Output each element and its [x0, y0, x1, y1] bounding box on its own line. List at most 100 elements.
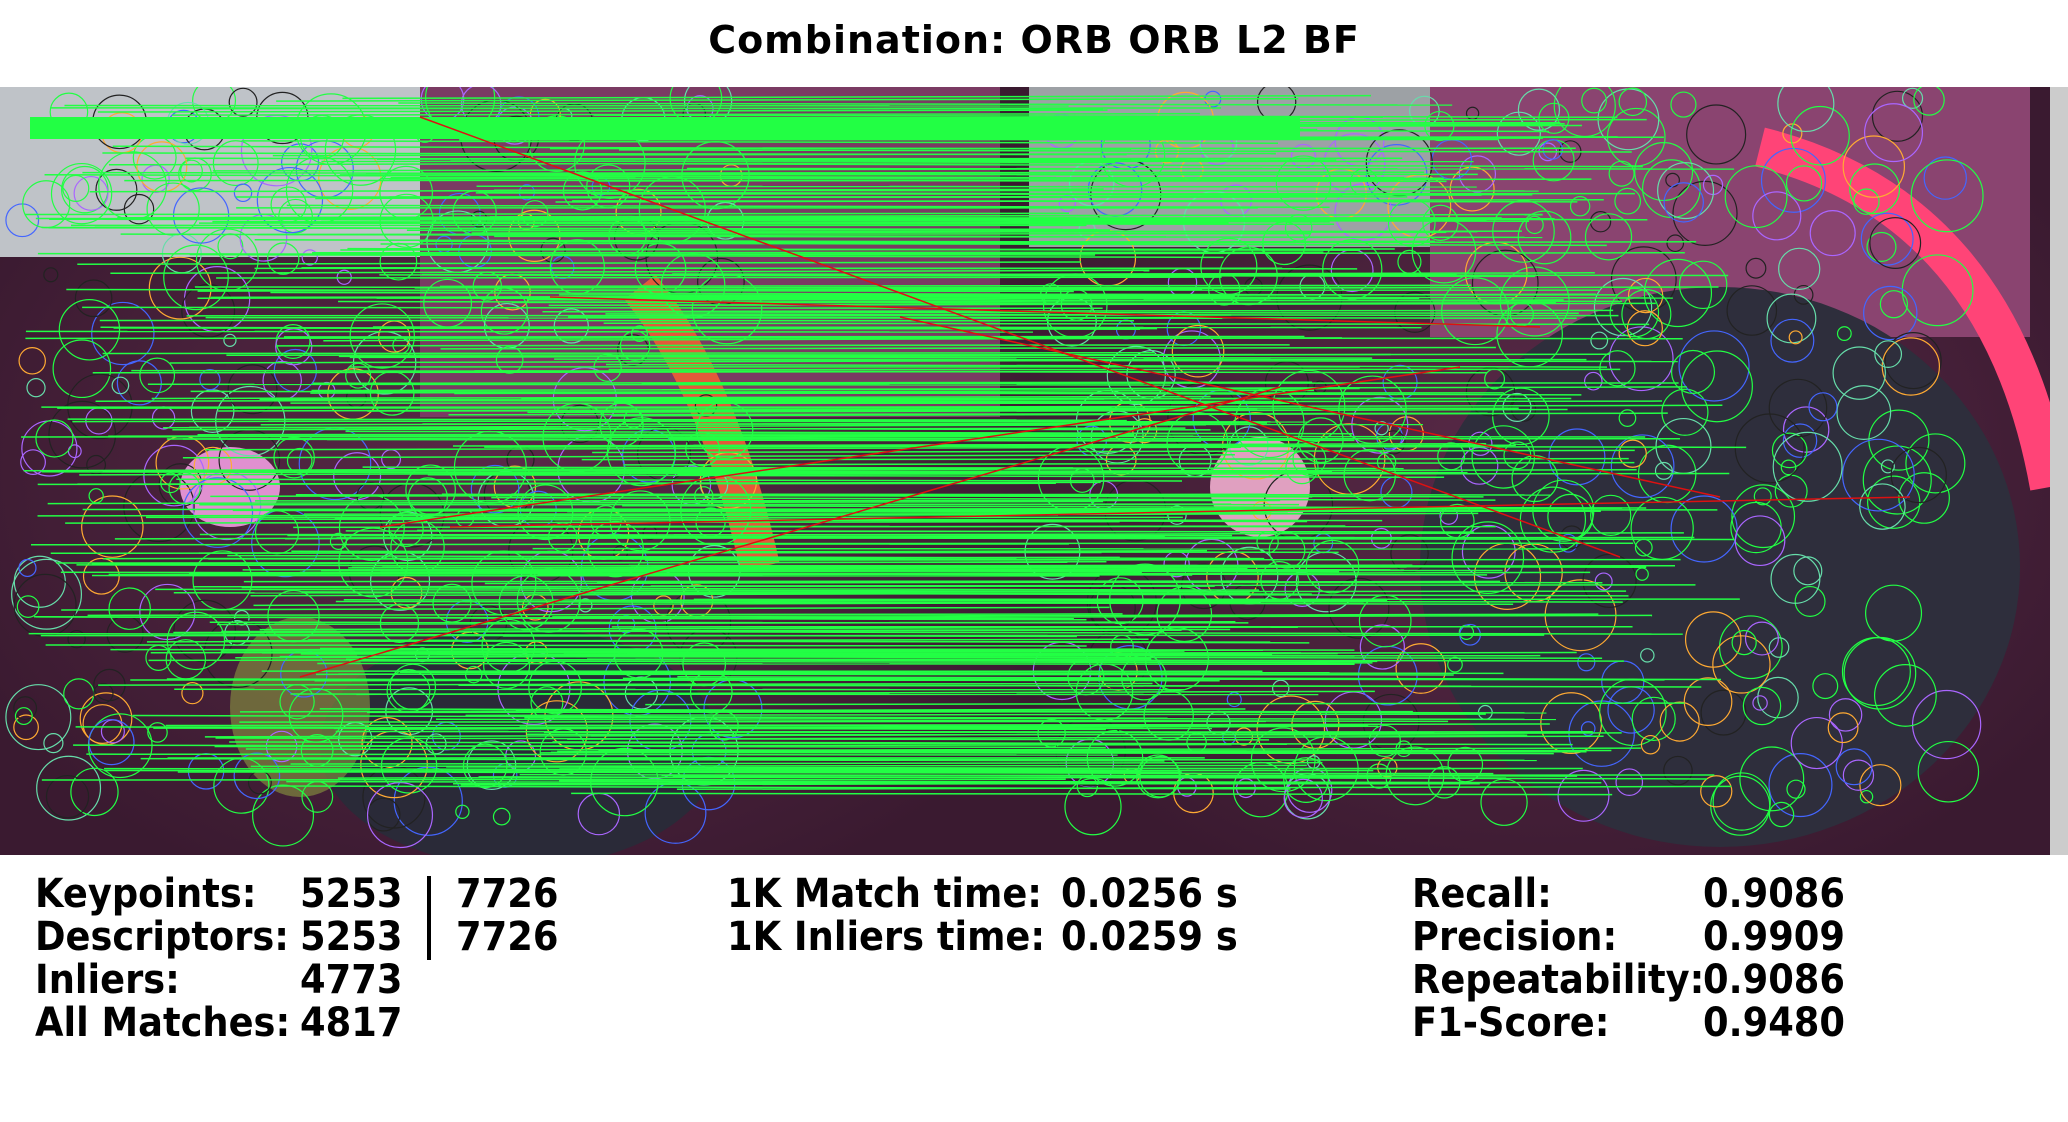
outlier-line: [549, 296, 1541, 328]
keypoint-circle: [1913, 87, 1945, 116]
keypoint-circle: [139, 357, 176, 394]
keypoint-circle: [366, 782, 434, 849]
match-line: [323, 337, 1342, 342]
match-line: [242, 567, 1248, 571]
match-line: [260, 422, 1268, 426]
match-line: [182, 454, 1235, 459]
keypoint-circle: [578, 598, 593, 613]
keypoint-circle: [1768, 637, 1790, 658]
match-line: [286, 204, 1330, 209]
match-line: [23, 467, 1074, 472]
stat-label: 1K Inliers time:: [727, 914, 1046, 960]
match-line: [587, 178, 1592, 182]
keypoint-circle: [1874, 340, 1903, 368]
keypoint-circle: [1272, 679, 1290, 698]
keypoint-circle: [1519, 486, 1587, 553]
match-line: [333, 724, 1369, 730]
keypoint-circle: [1581, 87, 1607, 114]
keypoint-circle: [1835, 748, 1873, 786]
match-line: [216, 276, 1222, 279]
match-line: [67, 418, 1108, 421]
match-line: [312, 251, 1324, 254]
match-line: [622, 162, 1643, 168]
keypoint-circle: [1610, 434, 1675, 499]
match-line: [519, 773, 1578, 777]
keypoint-circle: [1910, 159, 1984, 233]
keypoint-circle: [252, 784, 315, 847]
keypoint-circle: [393, 766, 463, 836]
keypoint-circle: [1584, 213, 1633, 261]
keypoint-circle: [14, 707, 33, 726]
match-line: [117, 214, 1125, 219]
match-line: [102, 152, 1127, 156]
match-line: [189, 572, 1193, 576]
keypoint-circle: [466, 740, 517, 790]
match-line: [677, 676, 1721, 681]
match-line: [290, 761, 1323, 765]
keypoint-circle: [1879, 290, 1909, 319]
keypoint-circle: [1449, 166, 1495, 212]
keypoint-circle: [631, 325, 648, 342]
keypoint-circle: [1752, 191, 1802, 241]
keypoint-circle: [1782, 423, 1818, 458]
match-line: [91, 560, 1107, 565]
match-line: [619, 149, 1632, 153]
keypoint-circle: [1860, 212, 1914, 266]
keypoint-circle: [1731, 629, 1757, 656]
match-line: [120, 233, 1166, 238]
keypoint-circle: [1666, 234, 1685, 253]
match-line: [429, 217, 1487, 222]
keypoint-circle: [1502, 392, 1532, 422]
match-line: [250, 592, 1250, 597]
match-line: [229, 741, 1287, 745]
keypoint-circle: [1757, 676, 1799, 719]
match-line: [651, 631, 1683, 635]
match-line: [25, 330, 1033, 333]
keypoint-circle: [1862, 445, 1932, 515]
keypoint-circle: [182, 477, 254, 548]
keypoint-circle: [1615, 768, 1644, 796]
match-line: [103, 556, 1120, 560]
keypoint-circle: [349, 303, 415, 369]
match-line: [320, 647, 1355, 651]
match-line: [108, 161, 1116, 166]
keypoint-circle: [146, 182, 200, 236]
stat-label: Repeatability:: [1412, 957, 1705, 1003]
keypoint-circle: [1058, 194, 1076, 213]
keypoint-circle: [1631, 696, 1676, 741]
stat-label: Recall:: [1412, 871, 1552, 917]
keypoint-circle: [1836, 385, 1892, 440]
keypoint-circle: [1618, 409, 1637, 427]
keypoint-circle: [233, 752, 281, 800]
keypoint-circle: [95, 168, 138, 211]
keypoint-circle: [1365, 129, 1433, 197]
match-line: [398, 102, 1453, 106]
keypoint-circle: [108, 587, 151, 630]
keypoint-circle: [1739, 746, 1805, 812]
match-line: [349, 660, 1373, 664]
match-line: [474, 370, 1487, 374]
outlier-line: [899, 316, 1721, 498]
keypoint-circle: [495, 346, 524, 374]
keypoint-circle: [1873, 664, 1937, 727]
match-line: [603, 322, 1650, 326]
keypoint-circle: [1577, 653, 1596, 672]
match-line: [672, 775, 1708, 780]
match-line: [345, 530, 1389, 533]
match-line: [41, 778, 1066, 781]
match-line: [250, 764, 1307, 768]
keypoint-circle: [74, 279, 113, 318]
match-line: [223, 639, 1271, 643]
keypoint-circle: [1618, 87, 1648, 117]
match-line: [571, 792, 1613, 796]
match-line: [321, 218, 1330, 223]
keypoint-circle: [172, 187, 230, 244]
keypoint-circle: [1496, 111, 1541, 156]
match-line: [286, 780, 1303, 784]
match-line: [50, 107, 1103, 110]
keypoint-circle: [1866, 231, 1897, 262]
match-line: [79, 471, 1082, 476]
match-line: [376, 157, 1403, 160]
match-line: [319, 708, 1329, 713]
match-line: [87, 613, 1123, 617]
